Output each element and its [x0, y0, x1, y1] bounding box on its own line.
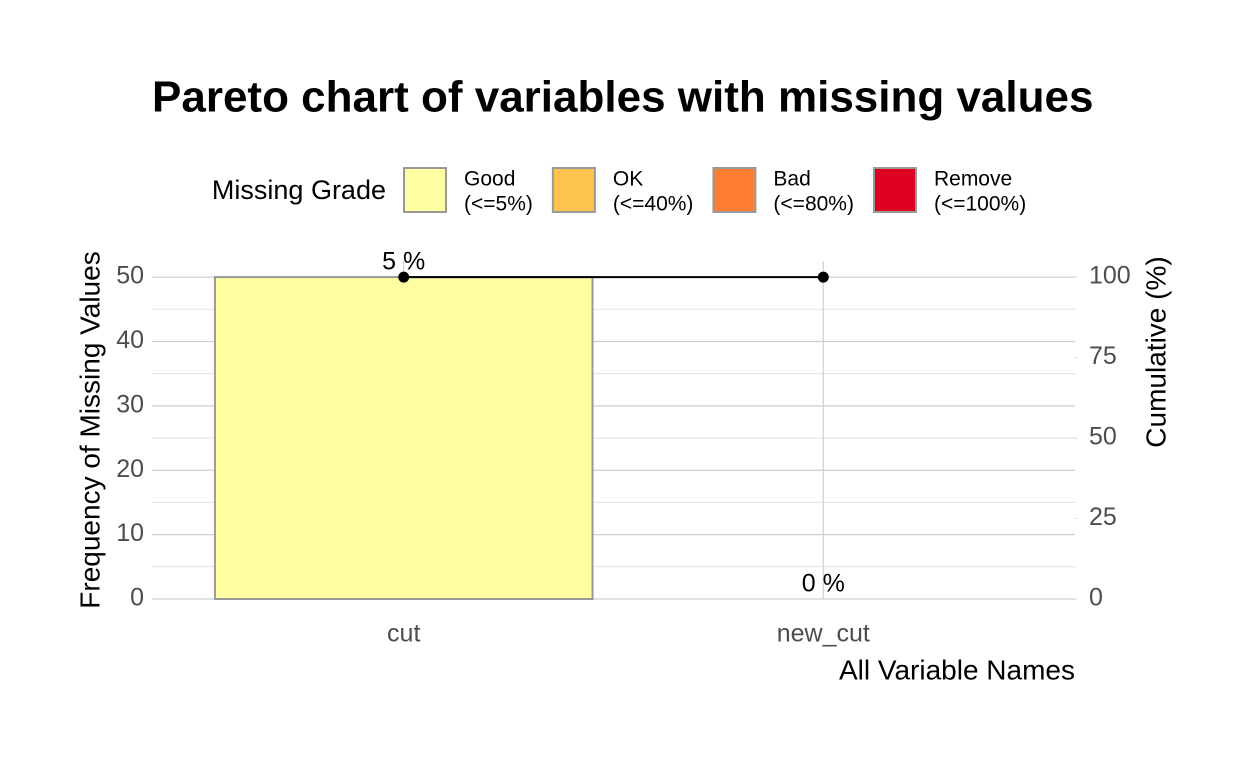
x-tick-label: new_cut: [777, 620, 870, 648]
legend-swatch: [872, 167, 917, 213]
legend-label: Good: [464, 168, 515, 191]
legend-swatch: [712, 167, 757, 213]
legend-swatch: [403, 167, 447, 213]
y2-tick-label: 75: [1089, 342, 1117, 370]
cumulative-point: [398, 271, 410, 283]
chart-title: Pareto chart of variables with missing v…: [152, 73, 1093, 122]
cumulative-point: [817, 271, 829, 283]
legend-label: (<=100%): [934, 193, 1026, 216]
legend-label: (<=5%): [464, 193, 533, 216]
data-label: 5 %: [382, 248, 425, 276]
y2-tick-label: 0: [1089, 584, 1103, 612]
x-axis-label: All Variable Names: [839, 654, 1075, 685]
legend-label: Bad: [773, 168, 810, 191]
y-tick-label: 20: [116, 455, 144, 483]
y-tick-label: 10: [116, 519, 144, 547]
bar: [213, 276, 594, 600]
legend-title: Missing Grade: [212, 175, 386, 205]
y2-tick-label: 25: [1089, 503, 1117, 531]
y2-tick-label: 50: [1089, 423, 1117, 451]
legend-swatch: [551, 167, 596, 213]
legend-label: OK: [613, 168, 643, 191]
legend-label: (<=80%): [773, 193, 854, 216]
data-label: 0 %: [802, 570, 845, 598]
legend-label: (<=40%): [613, 193, 694, 216]
y-axis-label: Frequency of Missing Values: [74, 251, 105, 608]
y-tick-label: 30: [116, 390, 144, 418]
y-tick-label: 40: [116, 326, 144, 354]
y-tick-label: 50: [116, 262, 144, 290]
y2-axis-label: Cumulative (%): [1140, 256, 1171, 447]
legend-label: Remove: [934, 168, 1012, 191]
x-tick-label: cut: [387, 620, 420, 648]
y2-tick-label: 100: [1089, 262, 1131, 290]
y-tick-label: 0: [130, 584, 144, 612]
